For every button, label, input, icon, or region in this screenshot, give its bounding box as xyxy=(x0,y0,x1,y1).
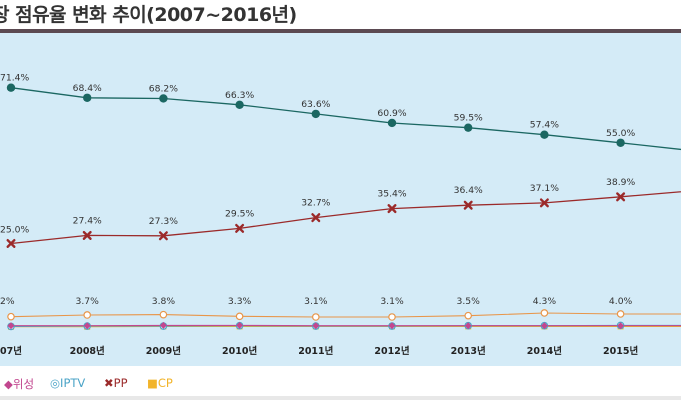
data-point-top xyxy=(235,100,244,110)
data-point-pp xyxy=(539,198,549,208)
legend-label: IPTV xyxy=(60,376,86,390)
x-tick-label: 2012년 xyxy=(374,345,409,357)
x-tick-label: 2009년 xyxy=(146,345,181,357)
data-label-pp: 27.3% xyxy=(149,216,178,227)
data-point-pp xyxy=(311,213,321,223)
data-point-orange xyxy=(311,313,320,321)
data-point-orange xyxy=(7,312,15,321)
x-tick-layer: 07년 2008년 2009년 2010년 2011년 2012년 2013년 2014년 20… xyxy=(0,345,638,357)
square-icon: ■ xyxy=(147,376,158,390)
x-tick-label: 2015년 xyxy=(603,345,638,357)
plot-area xyxy=(0,33,681,366)
x-tick-label: 2011년 xyxy=(298,345,333,357)
data-point-pp xyxy=(463,200,473,210)
data-point-pp xyxy=(387,204,397,214)
data-label-pp: 37.1% xyxy=(530,183,559,194)
x-tick-label: 2013년 xyxy=(451,345,486,357)
data-label-pp: 27.4% xyxy=(73,215,102,226)
data-label-top: 68.2% xyxy=(149,83,178,94)
data-label-top: 63.6% xyxy=(301,99,330,110)
data-point-orange xyxy=(83,311,92,319)
data-point-sat xyxy=(83,322,91,330)
chart-title: 장 점유율 변화 추이(2007~2016년) xyxy=(0,4,297,26)
data-label-pp: 32.7% xyxy=(301,198,330,209)
data-point-top xyxy=(464,123,473,132)
data-point-top xyxy=(83,93,92,102)
data-label-orange: 3.1% xyxy=(304,296,328,307)
legend-item-iptv: ◎IPTV xyxy=(50,376,85,390)
x-tick-label: 07년 xyxy=(0,345,22,357)
data-label-pp: 35.4% xyxy=(377,189,406,200)
data-point-orange xyxy=(464,311,473,320)
data-point-top xyxy=(540,130,549,139)
data-point-sat xyxy=(159,321,167,329)
bottom-rule xyxy=(0,396,681,400)
series-layer xyxy=(10,87,681,328)
cross-icon: ✖ xyxy=(104,376,114,390)
series-line-top xyxy=(10,87,681,151)
legend-item-pp: ✖PP xyxy=(104,376,128,390)
data-point-top xyxy=(387,118,397,128)
legend-label: PP xyxy=(113,376,128,390)
data-point-sat xyxy=(464,322,472,330)
x-tick-label: 2014년 xyxy=(527,345,562,357)
data-point-sat xyxy=(617,322,625,330)
data-label-orange: 3.7% xyxy=(76,296,100,307)
data-label-top: 71.4% xyxy=(0,73,29,84)
data-label-pp: 38.9% xyxy=(606,177,635,188)
data-point-top xyxy=(311,109,320,119)
data-point-pp xyxy=(6,238,16,248)
data-point-top xyxy=(159,94,168,103)
data-point-orange xyxy=(540,309,549,317)
marker-layer xyxy=(6,83,626,331)
data-label-orange: 3.3% xyxy=(228,296,252,307)
data-label-orange: 3.8% xyxy=(152,296,176,307)
data-label-top: 55.0% xyxy=(606,128,635,139)
data-label-pp: 36.4% xyxy=(454,185,483,196)
x-tick-label: 2010년 xyxy=(222,345,257,357)
data-point-pp xyxy=(82,230,92,240)
title-rule xyxy=(0,29,681,33)
series-line-pp xyxy=(10,191,681,245)
data-label-pp: 25.0% xyxy=(0,224,29,235)
x-tick-label: 2008년 xyxy=(70,345,105,357)
data-point-pp xyxy=(235,223,245,233)
data-label-orange: 4.3% xyxy=(533,296,557,307)
bullseye-icon: ◎ xyxy=(50,376,61,390)
data-label-orange: 3.1% xyxy=(380,296,404,307)
data-point-sat xyxy=(540,322,548,330)
legend-label: 위성 xyxy=(12,377,35,391)
data-point-orange xyxy=(388,313,396,321)
data-label-layer: 2% 3.7% 3.8% 3.3% 3.1% 3.1% 3.5% 4.3% 4.0% 25.0% 2… xyxy=(0,73,635,307)
legend-item-satellite: ◆위성 xyxy=(4,376,34,392)
data-point-sat xyxy=(236,321,244,329)
data-label-top: 66.3% xyxy=(225,90,254,101)
data-point-sat xyxy=(388,322,396,330)
legend-label: CP xyxy=(157,376,173,390)
data-label-orange: 3.5% xyxy=(457,296,481,307)
data-label-orange: 4.0% xyxy=(609,296,633,307)
data-point-sat xyxy=(312,322,320,330)
data-point-pp xyxy=(616,192,626,202)
data-point-top xyxy=(616,138,625,147)
data-point-orange xyxy=(235,312,244,321)
data-point-sat xyxy=(7,322,15,330)
data-point-orange xyxy=(616,310,625,318)
data-point-top xyxy=(6,83,16,92)
data-label-top: 57.4% xyxy=(530,120,559,131)
legend-item-cp: ■CP xyxy=(147,376,173,390)
data-point-orange xyxy=(159,310,168,319)
diamond-icon: ◆ xyxy=(4,377,13,391)
data-label-orange: 2% xyxy=(0,296,15,307)
data-label-top: 60.9% xyxy=(377,108,406,119)
data-label-top: 68.4% xyxy=(73,83,102,94)
data-point-pp xyxy=(158,231,168,241)
data-label-pp: 29.5% xyxy=(225,208,254,219)
series-line-orange xyxy=(10,312,681,318)
data-label-top: 59.5% xyxy=(454,113,483,124)
